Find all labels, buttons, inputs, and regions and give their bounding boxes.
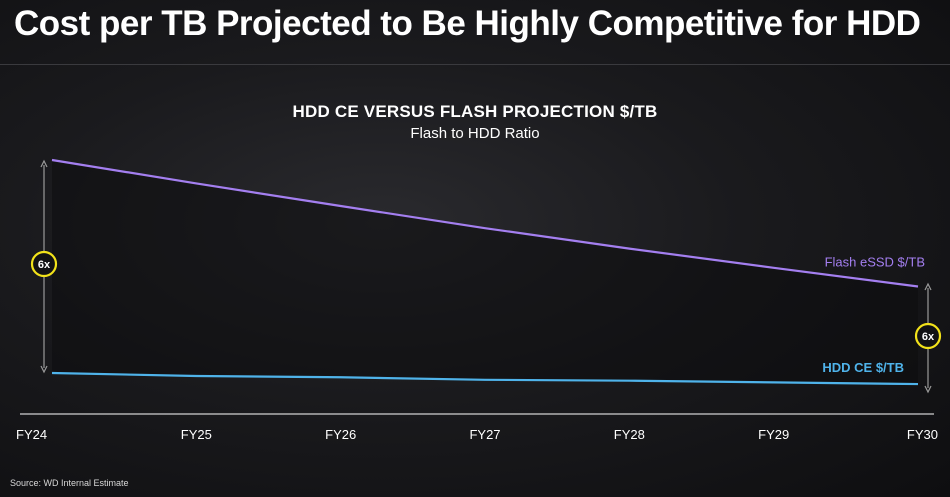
- x-tick-label: FY30: [907, 427, 938, 442]
- source-note: Source: WD Internal Estimate: [10, 478, 129, 488]
- ratio-badge: [30, 250, 58, 278]
- slide-headline: Cost per TB Projected to Be Highly Compe…: [14, 4, 921, 43]
- x-tick-label: FY29: [758, 427, 789, 442]
- ratio-badge-label: 6x: [922, 331, 935, 343]
- fy30-ratio-bracket: 6x: [914, 282, 942, 394]
- x-tick-label: FY25: [181, 427, 212, 442]
- header-divider: [0, 64, 950, 65]
- flash-series-label: Flash eSSD $/TB: [825, 255, 925, 270]
- hdd-series-label: HDD CE $/TB: [822, 360, 904, 375]
- x-tick-label: FY26: [325, 427, 356, 442]
- x-tick-label: FY27: [469, 427, 500, 442]
- hdd-ce-line: [51, 371, 919, 386]
- x-tick-label: FY24: [16, 427, 47, 442]
- fy24-ratio-bracket: 6x: [30, 159, 58, 374]
- flash-essd-line: [51, 158, 919, 288]
- ratio-badge: [914, 322, 942, 350]
- ratio-badge-label: 6x: [38, 259, 51, 271]
- chart-title: HDD CE VERSUS FLASH PROJECTION $/TB: [292, 102, 658, 121]
- gap-area: [52, 160, 918, 385]
- chart-subtitle: Flash to HDD Ratio: [410, 125, 540, 142]
- x-tick-label: FY28: [614, 427, 645, 442]
